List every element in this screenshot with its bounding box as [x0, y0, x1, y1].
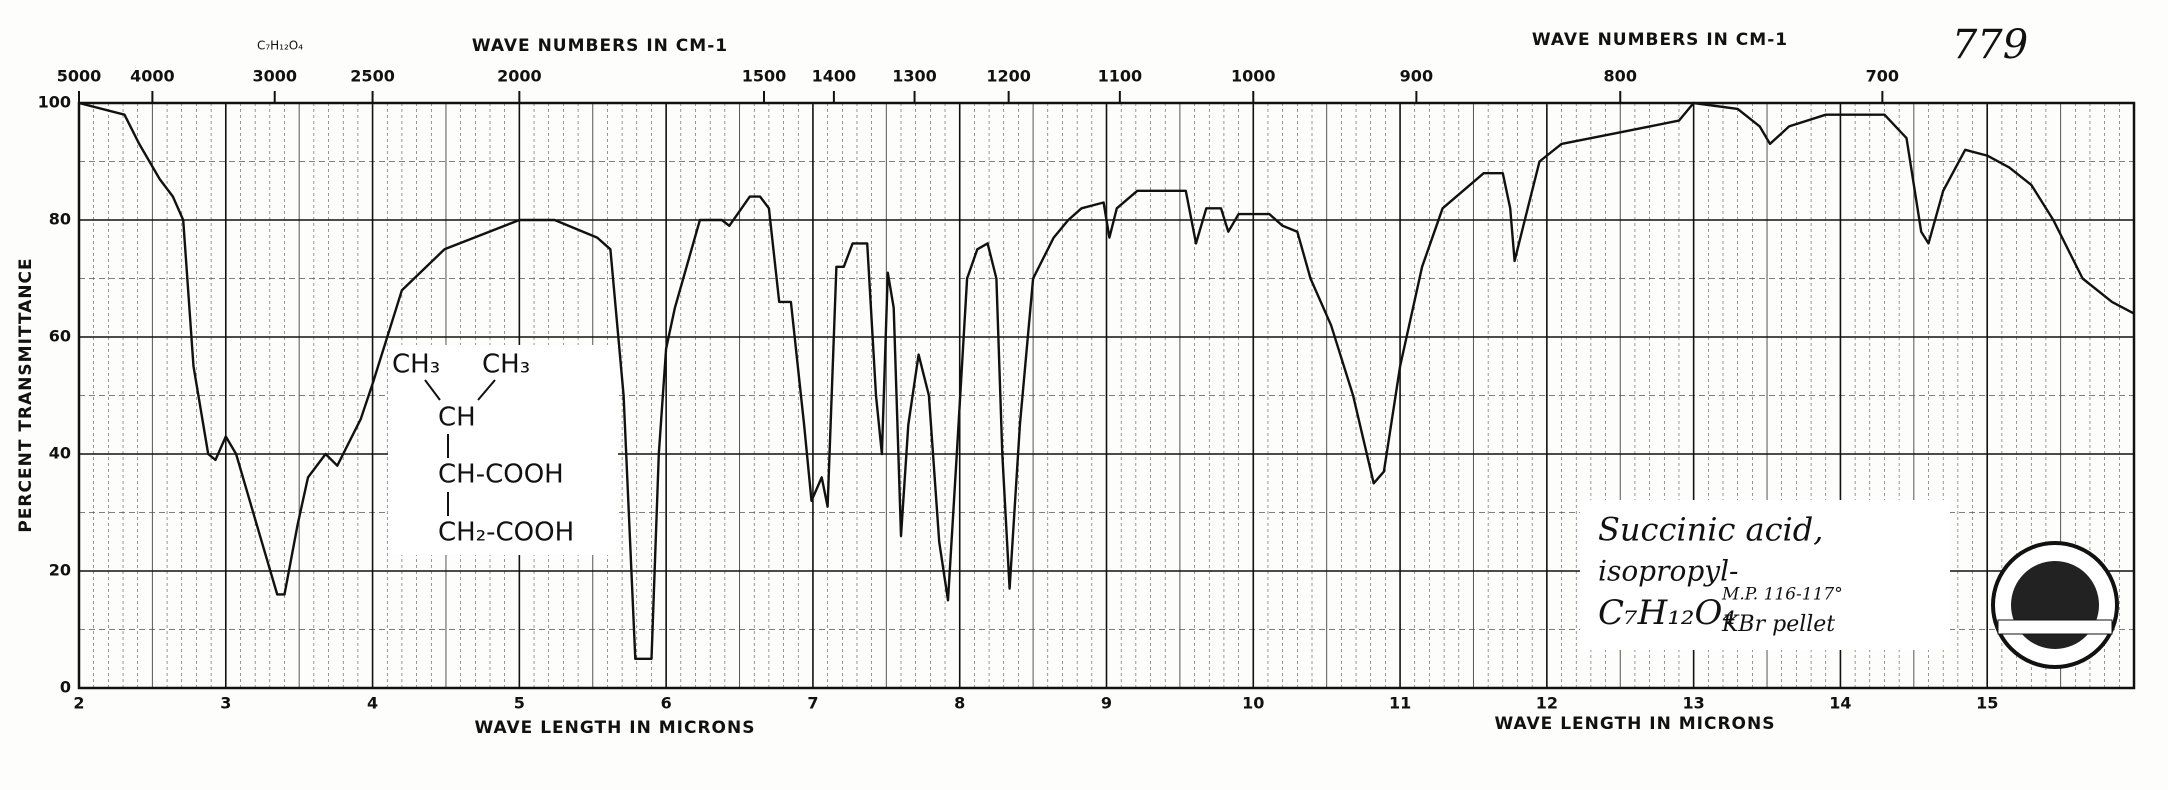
sample-bg — [1580, 500, 1950, 650]
x2-tick-label: 1200 — [986, 67, 1031, 86]
x2-tick-label: 700 — [1866, 67, 1899, 86]
y-tick-label: 0 — [60, 678, 71, 697]
x-tick-label: 14 — [1829, 694, 1851, 713]
x2-tick-label: 4000 — [130, 67, 175, 86]
x-tick-label: 11 — [1389, 694, 1411, 713]
x2-axis-title: WAVE NUMBERS IN CM-1 — [1532, 30, 1788, 50]
x2-tick-label: 2000 — [497, 67, 542, 86]
y-tick-label: 80 — [49, 210, 71, 229]
x2-tick-label: 1100 — [1098, 67, 1143, 86]
structure-text: CH₂-COOH — [438, 518, 574, 548]
x2-tick-label: 1000 — [1231, 67, 1276, 86]
x-tick-label: 10 — [1242, 694, 1264, 713]
logo-band — [1997, 619, 2113, 635]
x-tick-label: 9 — [1101, 694, 1112, 713]
x2-tick-label: 800 — [1604, 67, 1637, 86]
x-axis-title: WAVE LENGTH IN MICRONS — [1495, 714, 1776, 734]
sample-label: Succinic acid, isopropyl- C₇H₁₂O₄ M.P. 1… — [1580, 500, 1950, 650]
x-tick-label: 5 — [514, 694, 525, 713]
x-tick-label: 7 — [807, 694, 818, 713]
structure-text: CH₃ — [392, 350, 440, 380]
x2-tick-label: 1300 — [892, 67, 937, 86]
x2-tick-label: 900 — [1400, 67, 1433, 86]
x-tick-label: 12 — [1536, 694, 1558, 713]
plot-frame — [77, 101, 2136, 690]
x2-tick-label: 2500 — [350, 67, 395, 86]
x2-tick-label: 1400 — [812, 67, 857, 86]
bond — [477, 379, 496, 401]
formula: C₇H₁₂O₄ — [257, 39, 303, 53]
structure-text: CH₃ — [482, 350, 530, 380]
sample-text: C₇H₁₂O₄ — [1598, 593, 1736, 633]
x-tick-label: 15 — [1976, 694, 1998, 713]
x-tick-label: 13 — [1683, 694, 1705, 713]
structure-text: CH-COOH — [438, 460, 564, 490]
x-tick-label: 2 — [73, 694, 84, 713]
bond — [424, 379, 441, 401]
x-tick-label: 4 — [367, 694, 378, 713]
structure-text: CH — [438, 403, 476, 433]
sample-text: isopropyl- — [1598, 555, 1739, 588]
x-tick-label: 8 — [954, 694, 965, 713]
structure: CH₃ CH₃ CH CH-COOH CH₂-COOH — [388, 345, 618, 555]
y-tick-label: 60 — [49, 327, 71, 346]
y-tick-label: 100 — [38, 93, 71, 112]
structure-bg — [388, 345, 618, 555]
logo-core — [2011, 561, 2099, 649]
y-tick-label: 40 — [49, 444, 71, 463]
x-tick-label: 6 — [661, 694, 672, 713]
y-tick-label: 20 — [49, 561, 71, 580]
x2-tick-label: 1500 — [742, 67, 787, 86]
sample-text: Succinic acid, — [1598, 511, 1823, 549]
x-tick-label: 3 — [220, 694, 231, 713]
sample-text: KBr pellet — [1721, 612, 1835, 637]
logo — [1991, 541, 2119, 669]
x2-tick-label: 3000 — [252, 67, 297, 86]
sample-text: M.P. 116-117° — [1721, 585, 1843, 605]
x-axis-title: WAVE LENGTH IN MICRONS — [475, 718, 756, 738]
page-number: 779 — [1952, 22, 2028, 68]
x2-axis-title: WAVE NUMBERS IN CM-1 — [472, 36, 728, 56]
x2-tick-label: 5000 — [57, 67, 102, 86]
y-axis-title: PERCENT TRANSMITTANCE — [16, 257, 36, 532]
spectrum-line — [78, 101, 2135, 660]
